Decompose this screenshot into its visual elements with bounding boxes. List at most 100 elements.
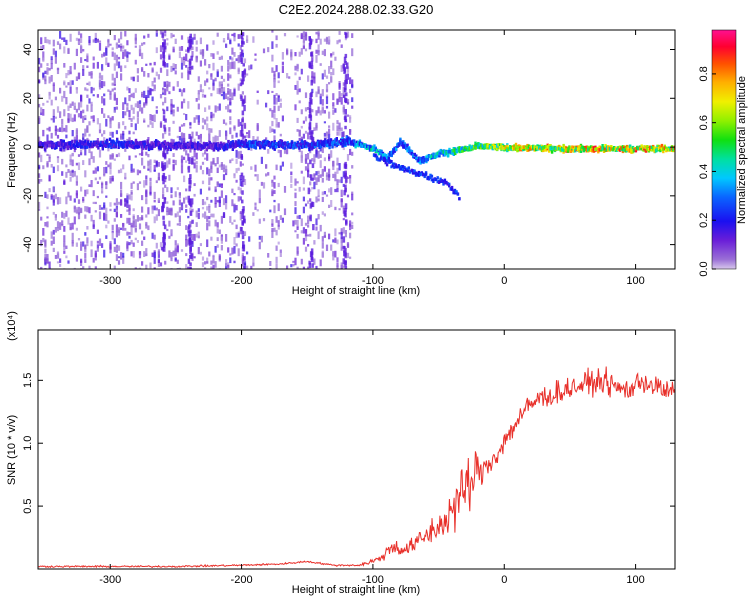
signal-cell	[358, 141, 362, 145]
signal-cell	[77, 142, 80, 146]
noise-cell	[98, 40, 102, 43]
noise-cell	[307, 174, 310, 178]
signal-cell	[62, 142, 65, 147]
noise-cell	[38, 79, 41, 83]
signal-cell	[298, 144, 301, 148]
signal-cell	[387, 152, 390, 157]
signal-cell	[347, 142, 350, 146]
streak-cell	[240, 227, 243, 232]
streak-cell	[310, 79, 313, 86]
signal-cell	[81, 140, 84, 145]
signal-cell	[110, 141, 113, 146]
noise-cell	[157, 209, 160, 217]
noise-cell	[180, 155, 184, 163]
noise-cell	[256, 136, 259, 142]
noise-cell	[319, 174, 322, 178]
noise-cell	[40, 107, 43, 114]
noise-cell	[189, 146, 192, 153]
noise-cell	[283, 33, 287, 37]
noise-cell	[233, 173, 236, 176]
noise-cell	[290, 171, 293, 176]
noise-cell	[323, 191, 326, 195]
secondary-cell	[394, 163, 397, 167]
noise-cell	[309, 181, 312, 186]
signal-cell	[147, 144, 151, 149]
signal-cell	[273, 143, 276, 148]
noise-cell	[143, 251, 146, 258]
signal-cell	[185, 145, 188, 149]
signal-cell	[293, 144, 297, 148]
noise-cell	[317, 189, 320, 197]
noise-cell	[73, 62, 76, 70]
signal-cell	[345, 141, 349, 145]
noise-cell	[113, 92, 116, 100]
noise-cell	[325, 131, 329, 139]
noise-cell	[311, 39, 314, 42]
noise-cell	[199, 49, 202, 54]
noise-cell	[237, 67, 240, 75]
noise-cell	[304, 33, 308, 40]
noise-cell	[128, 52, 131, 55]
noise-cell	[325, 244, 329, 252]
noise-cell	[145, 189, 148, 197]
signal-cell	[140, 145, 143, 149]
noise-cell	[195, 233, 198, 238]
noise-cell	[136, 75, 139, 82]
noise-cell	[315, 171, 318, 176]
noise-cell	[334, 174, 337, 182]
noise-cell	[239, 212, 242, 221]
streak-cell	[189, 174, 192, 180]
noise-cell	[296, 181, 299, 184]
noise-cell	[153, 267, 156, 269]
noise-cell	[298, 186, 301, 192]
signal-cell	[584, 147, 587, 151]
noise-cell	[132, 220, 135, 228]
noise-cell	[332, 105, 335, 110]
signal-cell	[140, 141, 143, 145]
noise-cell	[275, 245, 278, 251]
signal-cell	[305, 144, 308, 149]
signal-cell	[496, 144, 499, 148]
signal-cell	[380, 152, 383, 156]
streak-cell	[309, 65, 312, 69]
noise-cell	[46, 39, 49, 44]
noise-cell	[84, 148, 87, 156]
noise-cell	[250, 166, 253, 170]
signal-cell	[267, 143, 271, 147]
signal-cell	[608, 147, 612, 151]
noise-cell	[90, 86, 93, 94]
x-tick-label: 100	[626, 275, 644, 287]
noise-cell	[332, 122, 335, 131]
noise-cell	[172, 139, 175, 144]
noise-cell	[222, 212, 226, 218]
noise-cell	[260, 181, 263, 186]
noise-cell	[166, 38, 169, 41]
signal-cell	[643, 147, 646, 151]
signal-cell	[202, 141, 206, 146]
signal-cell	[172, 146, 175, 150]
noise-cell	[321, 211, 324, 215]
noise-cell	[216, 167, 219, 174]
noise-cell	[111, 175, 114, 181]
noise-cell	[191, 131, 194, 139]
secondary-cell	[424, 171, 428, 175]
signal-cell	[539, 144, 542, 149]
signal-cell	[667, 148, 671, 152]
streak-cell	[240, 49, 244, 56]
noise-cell	[128, 98, 131, 102]
noise-cell	[117, 38, 121, 43]
noise-cell	[69, 159, 72, 166]
noise-cell	[271, 230, 274, 238]
signal-cell	[393, 149, 396, 153]
noise-cell	[84, 115, 87, 118]
signal-cell	[165, 142, 168, 146]
streak-cell	[190, 203, 193, 208]
streak-cell	[310, 135, 314, 140]
signal-cell	[111, 142, 115, 147]
streak-cell	[189, 210, 193, 216]
noise-cell	[237, 186, 240, 191]
signal-cell	[66, 145, 70, 149]
signal-cell	[84, 143, 87, 147]
noise-cell	[145, 140, 148, 144]
noise-cell	[229, 109, 232, 113]
